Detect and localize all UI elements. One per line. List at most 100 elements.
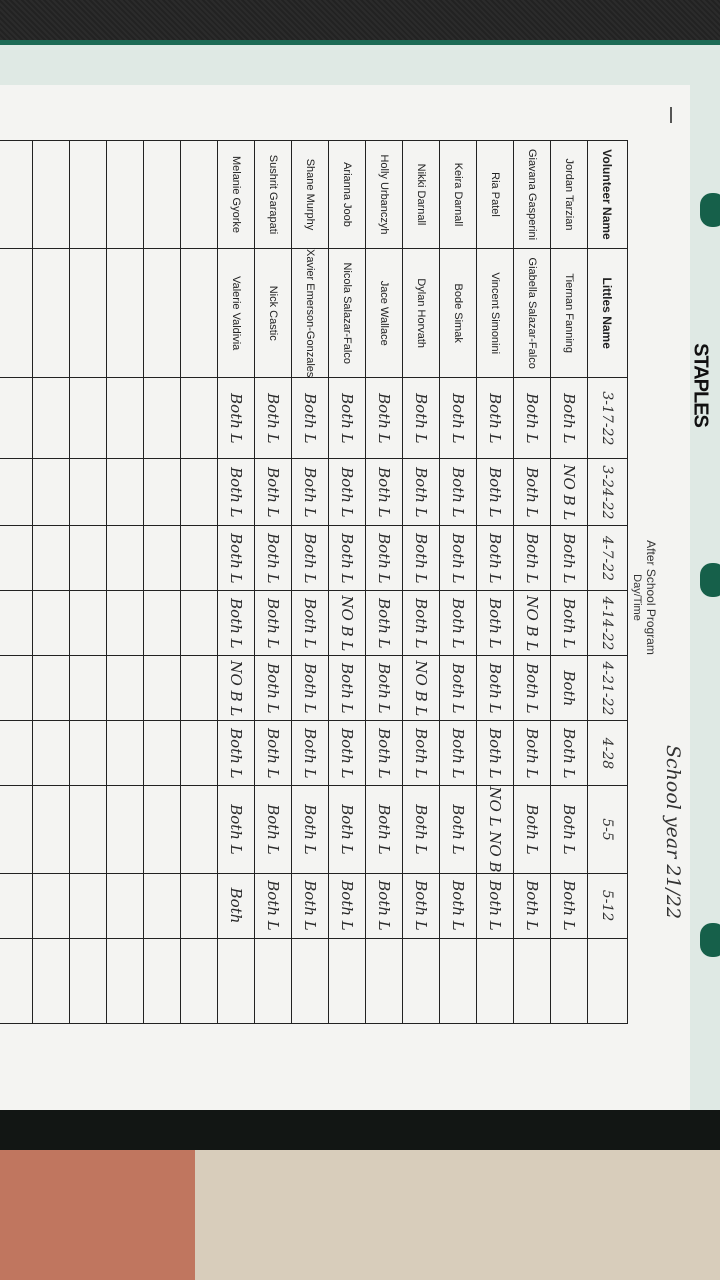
littles-name: Valerie Valdivia [217,248,255,378]
empty-cell [143,590,181,656]
header-date: 3-17-22 [587,377,628,459]
attendance-cell: Both L [328,873,366,939]
empty-cell [0,873,33,939]
empty-cell [32,655,70,721]
empty-cell [106,720,144,786]
littles-name: Bode Simak [439,248,477,378]
attendance-cell: Both L [365,590,403,656]
attendance-cell: Both [217,873,255,939]
empty-cell [106,248,144,378]
attendance-cell: NO B L [402,655,440,721]
attendance-cell: Both L [328,377,366,459]
empty-cell [32,720,70,786]
littles-name: Nick Castic [254,248,292,378]
empty-cell [143,655,181,721]
empty-row [180,140,218,1024]
table-row: Jordan Tarzian Tiernan Fanning Both L NO B … [550,140,588,1024]
attendance-cell: Both L [476,873,514,939]
empty-row [32,140,70,1024]
empty-cell [32,873,70,939]
attendance-cell: Both L [439,655,477,721]
littles-name: Giabella Salazar-Falco [513,248,551,378]
attendance-cell: Both L [513,458,551,526]
empty-cell [217,938,255,1024]
empty-cell [0,785,33,874]
floor-red-tile [0,1150,195,1280]
empty-cell [32,590,70,656]
empty-cell [69,720,107,786]
attendance-cell: Both L [402,525,440,591]
attendance-cell: Both L [513,720,551,786]
attendance-cell: Both L [365,525,403,591]
school-year-note: School year 21/22 [662,745,684,920]
header-date: 4-7-22 [587,525,628,591]
littles-name: Vincent Simonini [476,248,514,378]
attendance-cell: Both L [291,873,329,939]
header-date: 5-5 [587,785,628,874]
binder-hole [700,923,720,957]
empty-cell [143,720,181,786]
volunteer-name: Holly Urbanczyh [365,140,403,249]
attendance-cell: Both L [402,458,440,526]
attendance-cell: Both L [217,590,255,656]
attendance-cell: Both L [476,458,514,526]
littles-name: Xavier Emerson-Gonzales [291,248,329,378]
empty-cell [513,938,551,1024]
empty-cell [32,785,70,874]
empty-cell [180,140,218,249]
attendance-cell: Both L [254,785,292,874]
sheet-subtitle: Day/Time [631,574,643,621]
empty-cell [0,720,33,786]
attendance-cell: Both L [476,525,514,591]
empty-cell [180,873,218,939]
header-volunteer-name: Volunteer Name [587,140,628,249]
empty-cell [32,938,70,1024]
empty-cell [143,248,181,378]
attendance-cell: Both L [217,785,255,874]
attendance-cell: Both L [365,655,403,721]
empty-cell [180,377,218,459]
empty-cell [69,248,107,378]
attendance-cell: Both L [254,720,292,786]
binder-hole [700,563,720,597]
empty-cell [69,785,107,874]
attendance-cell: Both L [365,720,403,786]
attendance-cell: Both L [217,377,255,459]
attendance-cell: Both L [550,525,588,591]
attendance-cell: Both L [513,525,551,591]
empty-cell [143,873,181,939]
empty-cell [69,655,107,721]
attendance-cell: Both L [550,590,588,656]
pen-mark [670,107,672,123]
empty-cell [402,938,440,1024]
attendance-cell: Both L [291,785,329,874]
empty-cell [0,655,33,721]
volunteer-name: Shane Murphy [291,140,329,249]
attendance-cell: Both L [513,873,551,939]
table-row: Giavana Gasperini Giabella Salazar-Falco B… [513,140,551,1024]
attendance-cell: Both L [439,458,477,526]
header-row: Volunteer Name Littles Name 3-17-22 3-24-22… [587,140,628,1024]
empty-cell [32,248,70,378]
empty-cell [550,938,588,1024]
attendance-cell: Both L [254,655,292,721]
attendance-cell: Both L [439,590,477,656]
empty-cell [69,525,107,591]
attendance-cell: Both L [439,785,477,874]
empty-cell [143,377,181,459]
attendance-cell: Both L [439,525,477,591]
littles-name: Jace Wallace [365,248,403,378]
attendance-cell: Both L [476,590,514,656]
binder-hole [700,193,720,227]
empty-cell [0,458,33,526]
attendance-cell: Both L [291,720,329,786]
attendance-cell: Both L [291,590,329,656]
attendance-sheet: School year 21/22 After School Program D… [0,85,690,1110]
empty-cell [143,938,181,1024]
empty-row [0,140,33,1024]
empty-cell [106,140,144,249]
attendance-cell: Both L [217,525,255,591]
empty-cell [106,873,144,939]
empty-cell [143,458,181,526]
empty-cell [143,785,181,874]
